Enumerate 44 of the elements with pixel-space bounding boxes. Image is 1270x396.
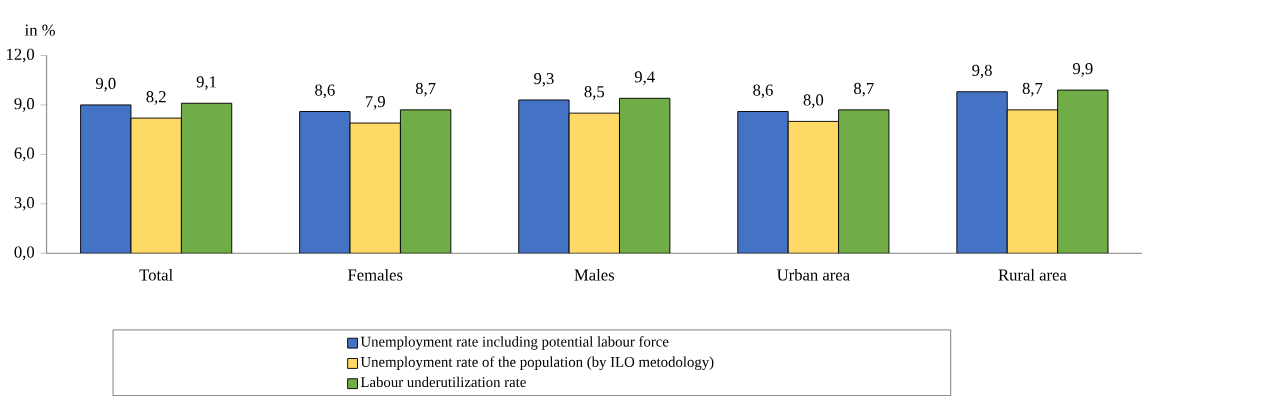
bar: [349, 122, 401, 254]
bar: [299, 111, 351, 254]
x-tick-label: Total: [139, 268, 173, 281]
x-tick-label: Rural area: [998, 268, 1067, 281]
bar: [1006, 109, 1059, 254]
data-label: 9,3: [534, 73, 554, 87]
x-tick-label: Males: [574, 268, 615, 281]
y-tick-label: 0,0: [14, 246, 35, 261]
y-tick-label: 9,0: [14, 98, 35, 112]
data-label: 8,7: [854, 82, 874, 97]
x-tick-label: Females: [347, 268, 403, 281]
data-label: 9,9: [1072, 63, 1093, 77]
data-label: 9,4: [634, 71, 655, 85]
data-label: 7,9: [365, 96, 385, 110]
data-label: 8,7: [415, 82, 436, 97]
bar: [568, 112, 620, 254]
legend-label: Unemployment rate including potential labour force: [360, 336, 669, 350]
y-tick-label: 6,0: [14, 147, 35, 162]
bar: [956, 91, 1008, 254]
data-label: 8,6: [753, 84, 773, 99]
bar: [399, 109, 452, 254]
bar: [838, 109, 890, 254]
bar: [518, 99, 570, 254]
bar: [180, 102, 233, 254]
bar: [130, 117, 182, 254]
data-label: 9,0: [95, 77, 116, 92]
bar: [787, 121, 840, 254]
bar: [619, 97, 671, 254]
data-label: 8,5: [584, 86, 605, 100]
x-tick-label: Urban area: [777, 268, 850, 281]
legend-label: Labour underutilization rate: [360, 376, 526, 388]
data-label: 8,0: [803, 94, 824, 109]
y-axis-title: in %: [24, 24, 55, 36]
bar: [737, 111, 789, 254]
data-label: 9,8: [972, 64, 992, 79]
data-label: 8,6: [315, 84, 335, 99]
data-label: 9,1: [196, 76, 216, 90]
data-label: 8,7: [1022, 82, 1043, 97]
y-tick-label: 3,0: [14, 197, 35, 211]
y-tick-label: 12,0: [7, 48, 35, 63]
bar: [80, 104, 132, 254]
bar: [1057, 89, 1109, 254]
legend-label: Unemployment rate of the population (by ILO metodology): [360, 356, 714, 371]
data-label: 8,2: [146, 91, 166, 105]
